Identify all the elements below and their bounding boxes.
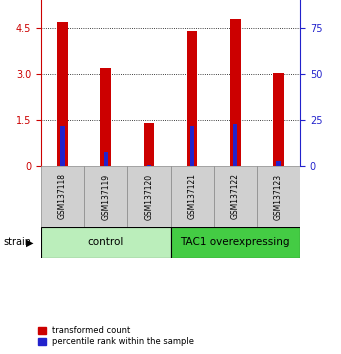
Bar <box>84 166 127 227</box>
Text: GSM137123: GSM137123 <box>274 173 283 219</box>
Text: GSM137118: GSM137118 <box>58 173 67 219</box>
Bar <box>214 166 257 227</box>
Bar <box>170 227 300 258</box>
Bar <box>273 73 284 166</box>
Bar <box>276 161 281 166</box>
Text: GSM137119: GSM137119 <box>101 173 110 219</box>
Bar <box>233 124 237 166</box>
Bar <box>144 124 154 166</box>
Bar <box>100 68 111 166</box>
Text: control: control <box>88 238 124 247</box>
Bar <box>127 166 170 227</box>
Bar <box>187 32 197 166</box>
Bar <box>104 152 108 166</box>
Text: GSM137121: GSM137121 <box>188 173 197 219</box>
Legend: transformed count, percentile rank within the sample: transformed count, percentile rank withi… <box>38 326 194 346</box>
Bar <box>170 166 214 227</box>
Bar <box>41 227 170 258</box>
Bar <box>257 166 300 227</box>
Text: GSM137122: GSM137122 <box>231 173 240 219</box>
Text: TAC1 overexpressing: TAC1 overexpressing <box>180 238 290 247</box>
Bar <box>60 126 65 166</box>
Bar <box>41 166 84 227</box>
Text: GSM137120: GSM137120 <box>144 173 153 219</box>
Bar <box>57 22 68 166</box>
Bar <box>230 19 241 166</box>
Bar <box>147 165 151 166</box>
Bar <box>190 126 194 166</box>
Text: ▶: ▶ <box>26 238 33 247</box>
Text: strain: strain <box>3 238 31 247</box>
